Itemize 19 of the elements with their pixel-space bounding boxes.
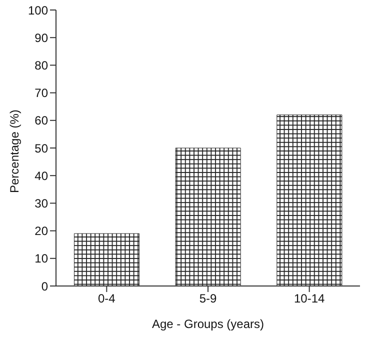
y-tick-label: 0 (41, 279, 48, 294)
y-tick-label: 90 (34, 30, 48, 45)
x-tick-label: 0-4 (98, 292, 116, 306)
x-tick-label: 10-14 (294, 292, 325, 306)
y-tick-label: 80 (34, 58, 48, 72)
y-tick-label: 30 (34, 196, 48, 210)
y-tick-label: 20 (34, 224, 48, 238)
y-tick-label: 60 (34, 114, 48, 128)
bar (175, 148, 241, 286)
x-axis-title: Age - Groups (years) (152, 317, 264, 331)
y-tick-label: 100 (28, 3, 48, 18)
bar (276, 114, 342, 286)
x-tick-label: 5-9 (199, 292, 217, 306)
y-axis-title: Percentage (%) (7, 110, 22, 193)
y-tick-label: 50 (34, 141, 48, 156)
bar (74, 233, 140, 286)
y-tick-label: 70 (34, 86, 48, 100)
y-tick-label: 10 (34, 252, 48, 266)
y-tick-label: 40 (34, 168, 48, 183)
